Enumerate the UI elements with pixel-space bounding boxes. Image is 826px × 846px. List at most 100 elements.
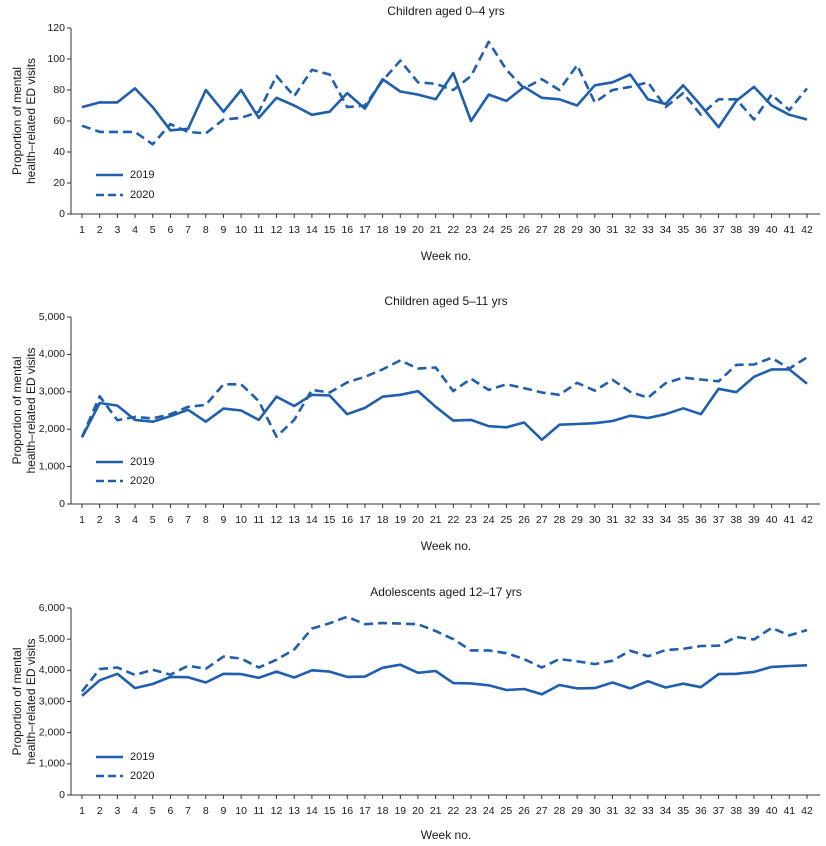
x-tick-label: 18 xyxy=(377,805,389,817)
x-tick-label: 29 xyxy=(571,805,583,817)
x-tick-label: 27 xyxy=(536,224,548,236)
x-tick-label: 16 xyxy=(341,224,353,236)
x-tick-label: 39 xyxy=(748,805,760,817)
x-tick-label: 35 xyxy=(677,224,689,236)
x-tick-label: 21 xyxy=(430,514,442,526)
y-tick-label: 4,000 xyxy=(39,664,65,676)
x-axis-label: Week no. xyxy=(421,828,471,842)
x-tick-label: 28 xyxy=(554,224,566,236)
x-tick-label: 9 xyxy=(221,514,227,526)
x-tick-label: 40 xyxy=(766,805,778,817)
x-tick-label: 41 xyxy=(783,514,795,526)
x-tick-label: 1 xyxy=(79,514,85,526)
x-tick-label: 21 xyxy=(430,224,442,236)
x-axis-label: Week no. xyxy=(421,249,471,263)
x-tick-label: 13 xyxy=(288,224,300,236)
x-tick-label: 12 xyxy=(271,514,283,526)
y-axis-label-line: Proportion of mental xyxy=(10,67,24,175)
y-tick-label: 0 xyxy=(59,789,65,801)
x-tick-label: 11 xyxy=(253,224,264,236)
x-tick-label: 10 xyxy=(235,514,247,526)
series-line-2019 xyxy=(81,71,808,132)
x-tick-label: 8 xyxy=(203,805,209,817)
x-tick-label: 4 xyxy=(132,805,138,817)
x-tick-label: 21 xyxy=(430,805,442,817)
x-tick-label: 42 xyxy=(801,224,813,236)
y-tick-label: 1,000 xyxy=(39,758,65,770)
x-tick-label: 33 xyxy=(642,514,654,526)
x-tick-label: 12 xyxy=(271,224,283,236)
x-tick-label: 10 xyxy=(235,224,247,236)
legend-label-2019: 2019 xyxy=(130,456,154,468)
x-tick-label: 34 xyxy=(660,805,672,817)
x-tick-label: 7 xyxy=(185,805,191,817)
x-tick-label: 42 xyxy=(801,805,813,817)
y-tick-label: 60 xyxy=(53,115,65,127)
y-tick-label: 5,000 xyxy=(39,311,65,323)
x-tick-label: 15 xyxy=(324,805,336,817)
x-tick-label: 15 xyxy=(324,224,336,236)
x-tick-label: 3 xyxy=(114,224,120,236)
x-tick-label: 20 xyxy=(412,514,424,526)
x-tick-label: 1 xyxy=(79,224,85,236)
x-tick-label: 23 xyxy=(465,805,477,817)
series-line-2019 xyxy=(81,663,808,697)
x-tick-label: 9 xyxy=(221,224,227,236)
x-tick-label: 1 xyxy=(79,805,85,817)
x-tick-label: 40 xyxy=(766,514,778,526)
y-tick-label: 120 xyxy=(47,22,65,34)
x-tick-label: 29 xyxy=(571,224,583,236)
x-tick-label: 27 xyxy=(536,805,548,817)
x-tick-label: 29 xyxy=(571,514,583,526)
x-tick-label: 32 xyxy=(624,805,636,817)
x-tick-label: 22 xyxy=(447,805,459,817)
chart-title: Children aged 0–4 yrs xyxy=(387,4,504,18)
x-tick-label: 9 xyxy=(221,805,227,817)
x-tick-label: 17 xyxy=(359,224,371,236)
x-tick-label: 36 xyxy=(695,224,707,236)
series-line-2020 xyxy=(80,615,808,693)
x-tick-label: 30 xyxy=(589,514,601,526)
x-tick-label: 5 xyxy=(150,805,156,817)
x-tick-label: 11 xyxy=(253,514,264,526)
x-tick-label: 10 xyxy=(235,805,247,817)
x-tick-label: 41 xyxy=(783,224,795,236)
x-tick-label: 14 xyxy=(306,224,318,236)
chart-title: Children aged 5–11 yrs xyxy=(384,294,507,308)
y-tick-label: 2,000 xyxy=(39,423,65,435)
x-tick-label: 7 xyxy=(185,224,191,236)
chart-title: Adolescents aged 12–17 yrs xyxy=(370,585,521,599)
x-tick-label: 15 xyxy=(324,514,336,526)
x-tick-label: 37 xyxy=(713,805,725,817)
x-tick-label: 25 xyxy=(501,514,513,526)
chart-panel-3: Adolescents aged 12–17 yrs 0 1,000 2,000 3,0… xyxy=(10,585,820,842)
x-tick-label: 26 xyxy=(518,224,530,236)
x-tick-label: 28 xyxy=(554,514,566,526)
y-tick-label: 1,000 xyxy=(39,460,65,472)
x-tick-label: 24 xyxy=(483,224,495,236)
y-tick-label: 20 xyxy=(53,177,65,189)
x-tick-label: 2 xyxy=(97,224,103,236)
x-tick-label: 19 xyxy=(394,224,406,236)
y-axis-label: Proportion of mentalhealth–related ED vi… xyxy=(10,58,38,184)
x-tick-label: 4 xyxy=(132,224,138,236)
series-line-2019 xyxy=(80,368,808,442)
y-axis-label-line: health–related ED visits xyxy=(24,347,38,473)
x-tick-label: 34 xyxy=(660,514,672,526)
x-tick-label: 27 xyxy=(536,514,548,526)
x-tick-label: 13 xyxy=(288,514,300,526)
x-tick-label: 20 xyxy=(412,224,424,236)
x-tick-label: 17 xyxy=(359,805,371,817)
x-tick-label: 39 xyxy=(748,514,760,526)
y-tick-label: 3,000 xyxy=(39,695,65,707)
y-axis-label-line: health–related ED visits xyxy=(24,638,38,764)
x-tick-label: 17 xyxy=(359,514,371,526)
y-tick-label: 6,000 xyxy=(39,602,65,614)
x-tick-label: 33 xyxy=(642,224,654,236)
legend-label-2020: 2020 xyxy=(130,475,154,487)
x-tick-label: 26 xyxy=(518,805,530,817)
x-tick-label: 11 xyxy=(253,805,264,817)
x-tick-label: 24 xyxy=(483,805,495,817)
x-tick-label: 13 xyxy=(288,805,300,817)
